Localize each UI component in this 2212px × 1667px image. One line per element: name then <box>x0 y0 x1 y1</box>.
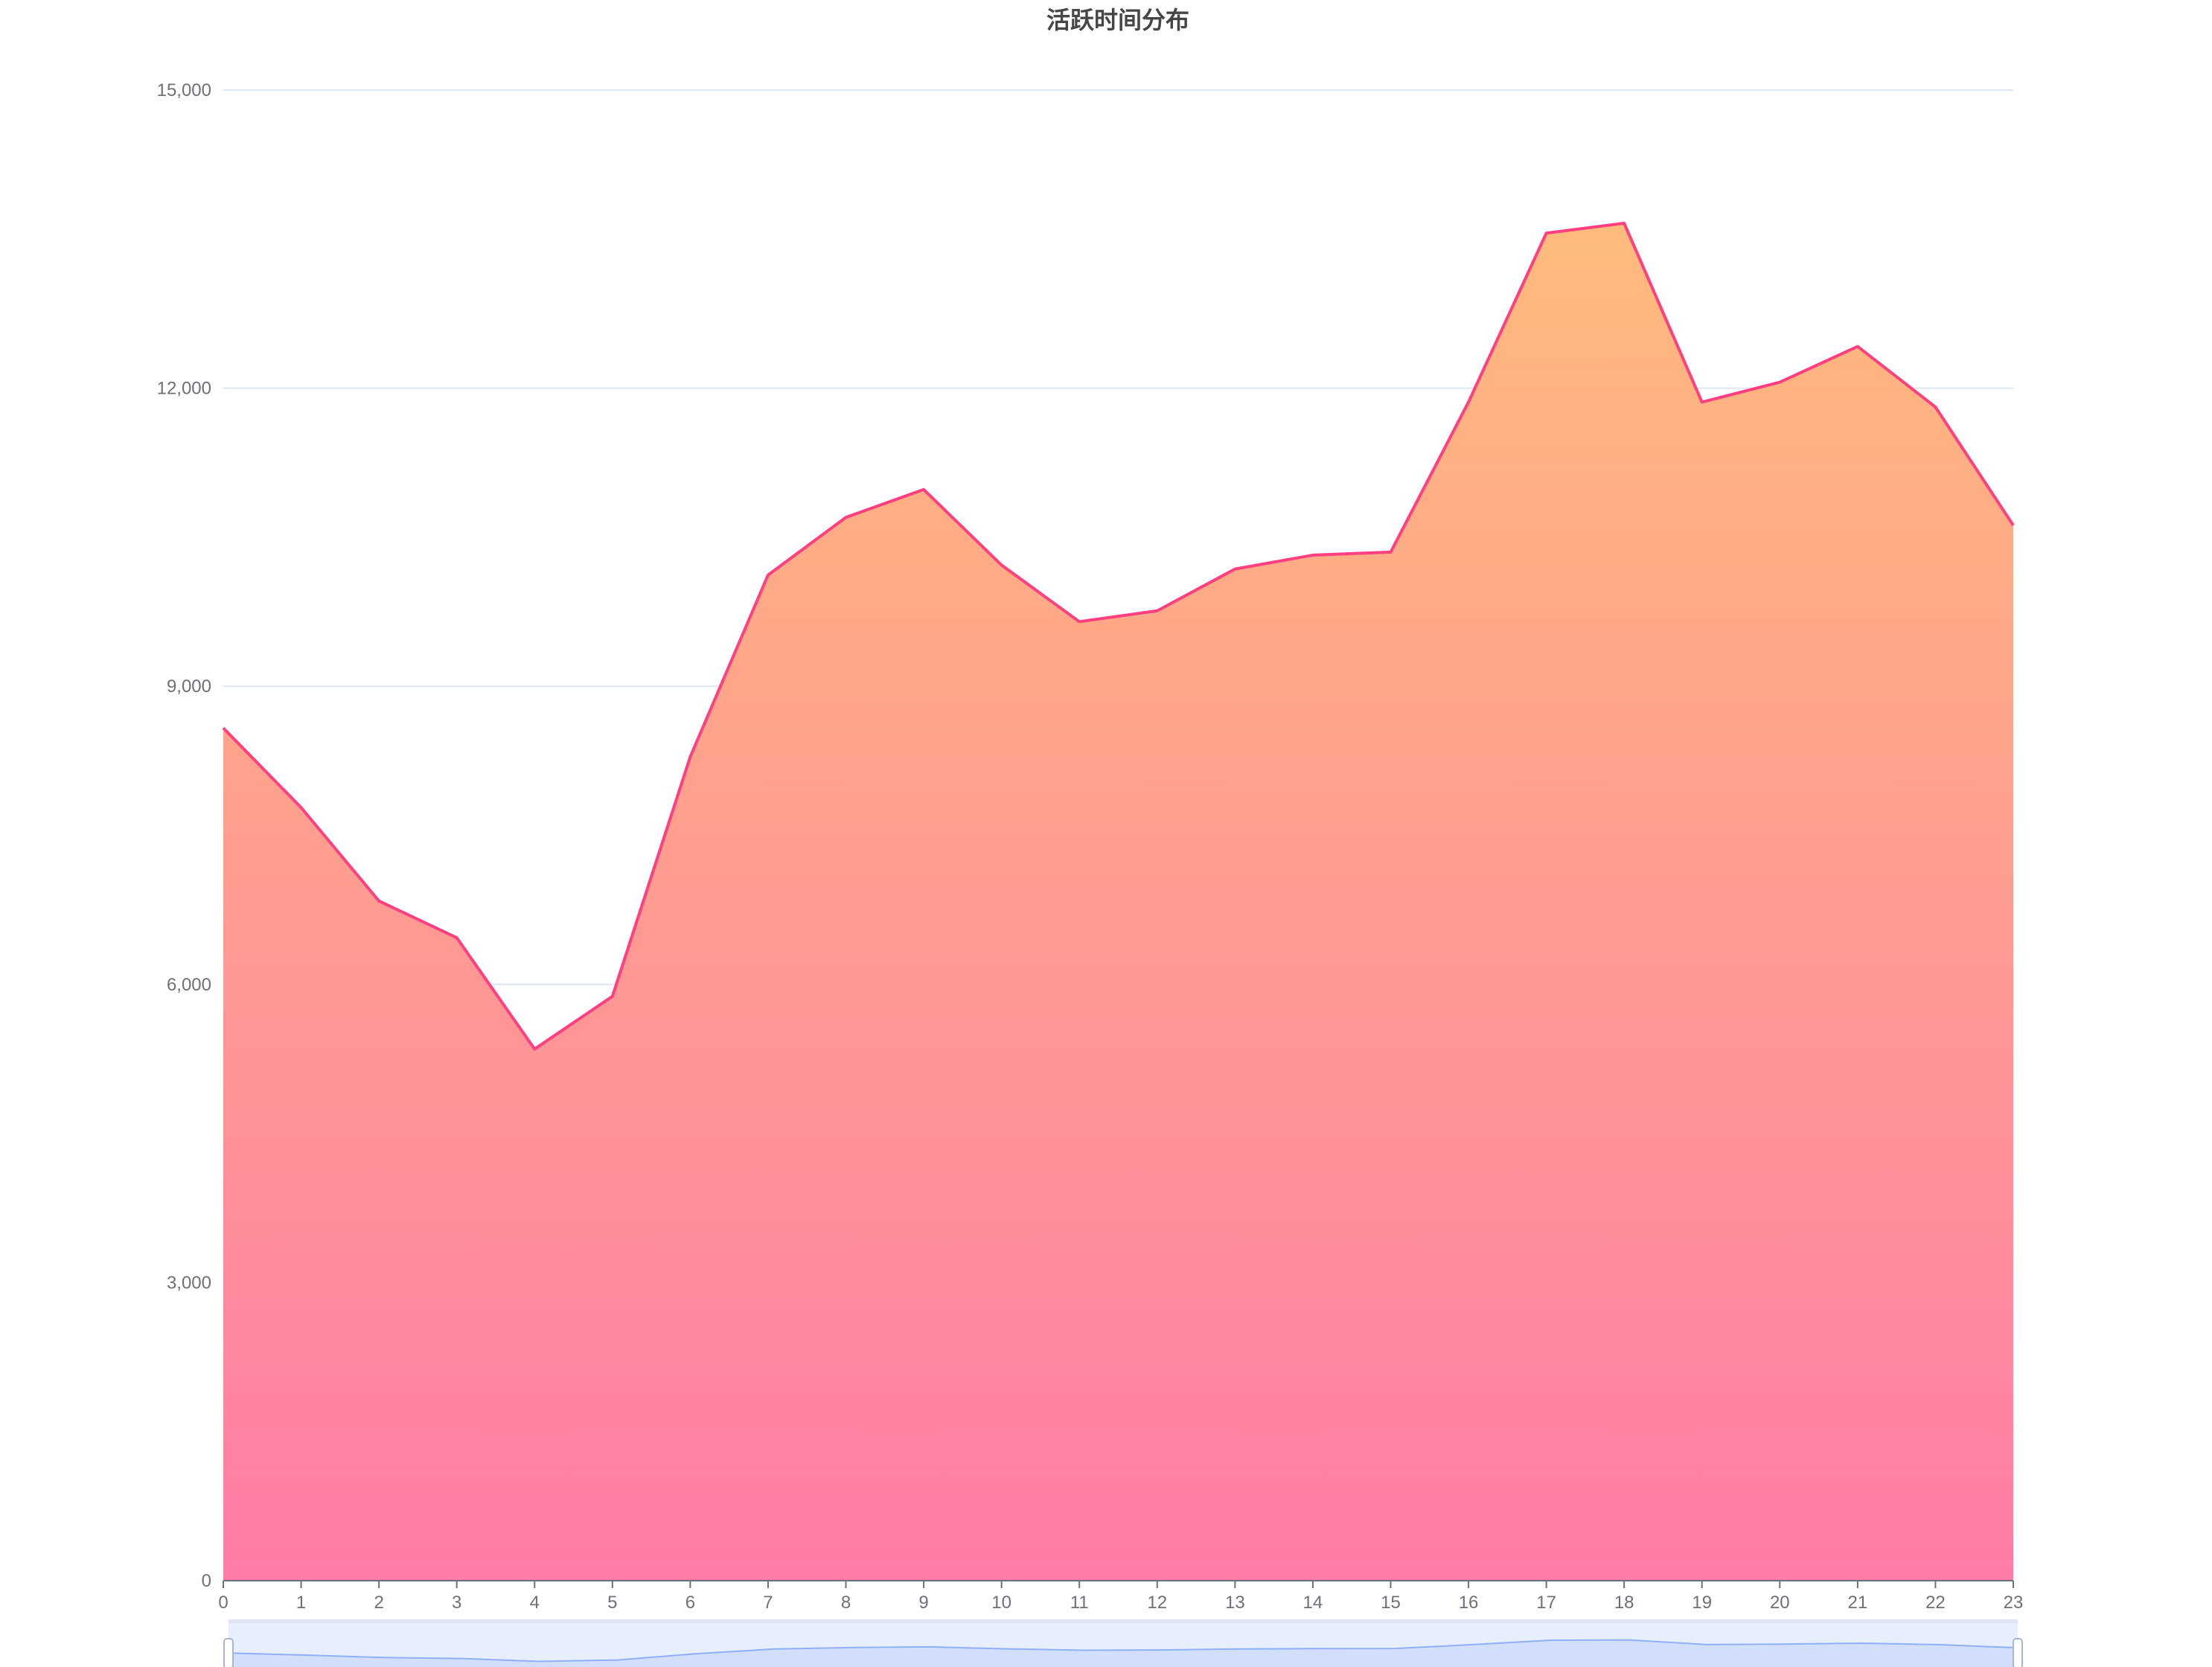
area-fill <box>223 223 2013 1581</box>
data-zoom-slider[interactable] <box>223 1619 2023 1667</box>
data-zoom-left-handle[interactable] <box>223 1638 234 1667</box>
x-tick-label: 14 <box>1303 1593 1323 1613</box>
data-zoom-mini-area <box>228 1639 2018 1667</box>
x-tick-label: 11 <box>1070 1593 1089 1613</box>
chart-title: 活跃时间分布 <box>1046 6 1189 34</box>
x-tick-label: 7 <box>763 1593 773 1613</box>
x-tick-label: 8 <box>841 1593 851 1613</box>
x-tick-label: 3 <box>452 1593 461 1613</box>
x-tick-label: 13 <box>1225 1593 1245 1613</box>
x-tick-label: 2 <box>374 1593 383 1613</box>
x-tick-label: 16 <box>1459 1593 1479 1613</box>
x-tick-label: 18 <box>1614 1593 1634 1613</box>
x-tick-label: 0 <box>218 1593 228 1613</box>
data-zoom-mini-line <box>228 1639 2018 1663</box>
x-tick-label: 4 <box>530 1593 540 1613</box>
x-tick-label: 15 <box>1381 1593 1401 1613</box>
x-tick-label: 17 <box>1536 1593 1556 1613</box>
x-tick-label: 21 <box>1848 1593 1868 1613</box>
x-tick-label: 1 <box>296 1593 306 1613</box>
x-tick-label: 9 <box>918 1593 928 1613</box>
data-zoom-right-handle[interactable] <box>2013 1638 2023 1667</box>
y-tick-label: 6,000 <box>167 975 211 995</box>
y-tick-label: 15,000 <box>157 80 211 100</box>
x-tick-label: 19 <box>1692 1593 1712 1613</box>
series-line <box>222 221 2015 1051</box>
y-tick-label: 3,000 <box>167 1273 211 1293</box>
y-tick-label: 0 <box>202 1571 211 1591</box>
y-axis-ticks: 0 3,000 6,000 9,000 12,000 15,000 <box>157 80 211 1591</box>
x-axis: 0 1 2 3 4 5 6 7 8 9 10 11 12 13 14 15 16 17 18 19 20 21 22 23 <box>218 1580 2024 1613</box>
y-tick-label: 12,000 <box>157 379 211 399</box>
x-tick-label: 23 <box>2004 1593 2024 1613</box>
y-tick-label: 9,000 <box>167 676 211 697</box>
x-tick-label: 5 <box>607 1593 617 1613</box>
x-tick-label: 22 <box>1925 1593 1946 1613</box>
x-tick-label: 12 <box>1147 1593 1167 1613</box>
x-tick-label: 20 <box>1770 1593 1790 1613</box>
x-tick-label: 6 <box>685 1593 695 1613</box>
x-tick-label: 10 <box>991 1593 1011 1613</box>
area-series <box>222 221 2015 1581</box>
